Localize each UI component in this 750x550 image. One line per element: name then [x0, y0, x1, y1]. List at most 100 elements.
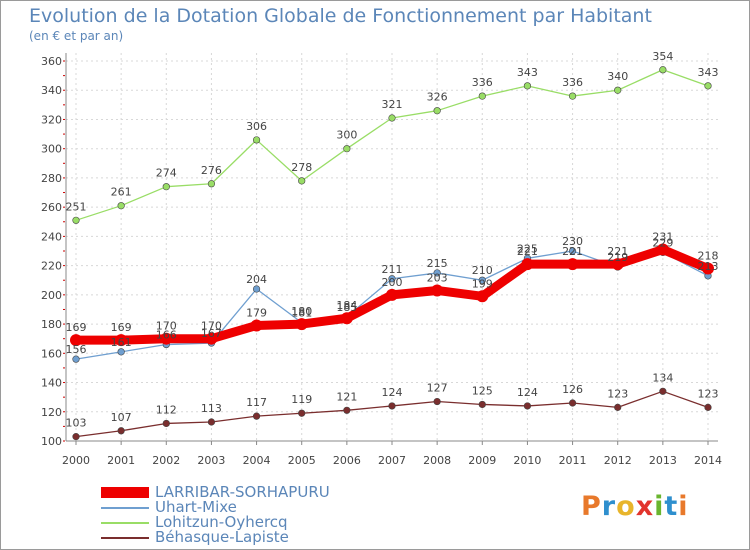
data-point [117, 202, 125, 210]
data-point [252, 412, 261, 420]
data-label: 103 [66, 417, 87, 430]
legend-item: Lohitzun-Oyhercq [101, 515, 330, 530]
data-label: 170 [201, 320, 222, 333]
data-label: 166 [156, 329, 177, 342]
data-label: 340 [607, 70, 628, 83]
x-tick-label: 2003 [197, 454, 225, 467]
data-point [250, 319, 263, 332]
data-point [523, 402, 532, 410]
data-label: 321 [382, 98, 403, 111]
y-tick-label: 260 [41, 201, 62, 214]
y-tick-label: 100 [41, 435, 62, 448]
data-label: 117 [246, 396, 267, 409]
data-point [433, 107, 441, 115]
x-tick-label: 2009 [468, 454, 496, 467]
data-label: 219 [607, 251, 628, 264]
y-tick-label: 360 [41, 55, 62, 68]
data-label: 180 [291, 305, 312, 318]
data-point [523, 82, 532, 90]
y-tick-label: 320 [41, 113, 62, 126]
data-label: 185 [336, 301, 357, 314]
data-point [205, 332, 218, 345]
legend-label: Uhart-Mixe [155, 498, 237, 516]
data-point [298, 177, 306, 185]
x-tick-label: 2002 [152, 454, 180, 467]
x-tick-label: 2014 [694, 454, 722, 467]
data-label: 113 [201, 402, 222, 415]
legend-swatch [101, 521, 149, 524]
data-label: 167 [201, 327, 222, 340]
data-point [476, 290, 489, 303]
data-label: 354 [652, 50, 673, 63]
logo-letter: i [654, 491, 665, 522]
y-tick-label: 340 [41, 84, 62, 97]
legend-item: LARRIBAR-SORHAPURU [101, 485, 330, 500]
data-point [388, 275, 396, 283]
data-label: 200 [382, 276, 403, 289]
data-label: 123 [607, 387, 628, 400]
proxiti-logo: Proxiti [581, 491, 689, 522]
data-point [117, 427, 125, 435]
legend-label: LARRIBAR-SORHAPURU [155, 483, 330, 501]
data-label: 300 [336, 129, 357, 142]
data-point [162, 183, 170, 191]
legend: LARRIBAR-SORHAPURU Uhart-Mixe Lohitzun-Oyh… [101, 485, 330, 545]
x-tick-label: 2011 [559, 454, 587, 467]
data-point [70, 334, 82, 347]
data-point [478, 400, 486, 409]
data-label: 126 [562, 383, 583, 396]
data-point [568, 92, 577, 100]
data-label: 221 [517, 245, 538, 258]
data-label: 107 [111, 411, 132, 424]
data-label: 112 [156, 403, 177, 416]
data-label: 336 [562, 76, 583, 89]
data-point [386, 288, 398, 301]
y-tick-label: 140 [41, 377, 62, 390]
data-label: 326 [427, 91, 448, 104]
series-2 [72, 66, 712, 224]
y-tick-label: 160 [41, 347, 62, 360]
data-point [433, 397, 441, 406]
x-tick-label: 2000 [62, 454, 90, 467]
y-tick-label: 200 [41, 289, 62, 302]
data-label: 231 [652, 231, 673, 244]
y-tick-label: 120 [41, 406, 62, 419]
data-point [207, 418, 216, 426]
data-label: 123 [698, 387, 719, 400]
data-point [659, 387, 667, 395]
data-label: 204 [246, 273, 267, 286]
data-label: 184 [336, 299, 357, 312]
data-label: 121 [336, 390, 357, 403]
data-label: 181 [291, 307, 312, 320]
legend-swatch [101, 506, 149, 509]
data-point [115, 334, 128, 347]
data-label: 218 [698, 250, 719, 263]
data-point [478, 92, 486, 100]
data-point [566, 258, 579, 271]
series-3 [72, 387, 712, 441]
data-label: 343 [517, 66, 538, 79]
data-label: 221 [562, 245, 583, 258]
data-label: 170 [156, 320, 177, 333]
legend-item: Uhart-Mixe [101, 500, 330, 515]
data-point [207, 180, 216, 188]
logo-letter: r [601, 491, 617, 522]
data-point [162, 419, 170, 428]
y-tick-label: 300 [41, 143, 62, 156]
data-point [160, 332, 173, 345]
data-point [478, 276, 486, 284]
data-label: 161 [111, 336, 132, 349]
x-tick-label: 2006 [333, 454, 361, 467]
data-label: 251 [66, 200, 87, 213]
legend-label: Lohitzun-Oyhercq [155, 513, 288, 531]
data-label: 306 [246, 120, 267, 133]
data-label: 125 [472, 384, 493, 397]
data-point [72, 433, 80, 441]
data-label: 343 [698, 66, 719, 79]
data-label: 274 [156, 167, 177, 180]
logo-letter: o [616, 491, 636, 522]
data-point [702, 262, 714, 275]
data-point [117, 348, 125, 356]
